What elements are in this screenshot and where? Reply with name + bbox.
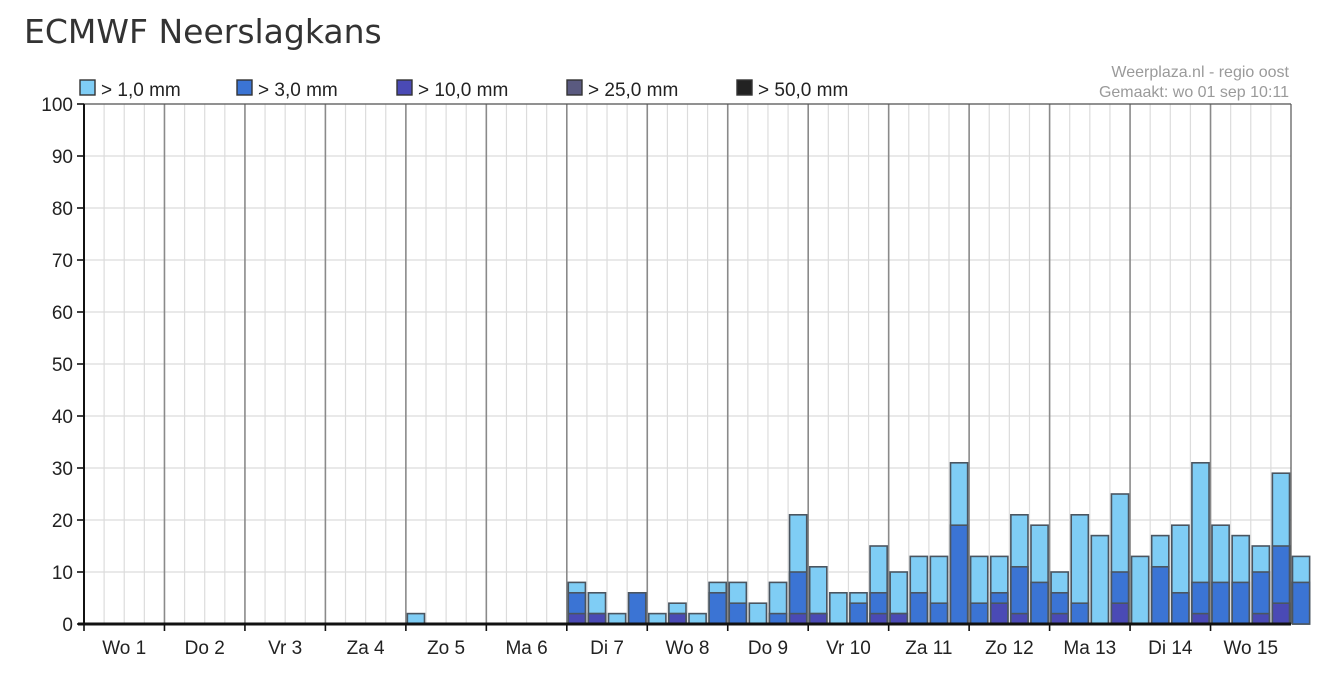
grid [84,103,1291,624]
x-tick-label: Wo 8 [665,638,709,659]
y-tick-label: 20 [52,511,73,532]
x-tick-label: Ma 13 [1063,638,1116,659]
bar-1 [1130,555,1150,625]
bar-2 [1231,581,1251,625]
bar-1 [748,602,768,625]
x-tick-label: Zo 12 [985,638,1034,659]
x-tick-label: Vr 3 [268,638,302,659]
bar-1 [406,612,426,625]
x-tick-label: Do 9 [748,638,788,659]
legend-swatch [79,79,96,96]
bar-2 [627,591,647,625]
bar-1 [688,612,707,625]
bar-3 [1010,612,1029,625]
y-tick-label: 10 [52,563,73,584]
y-tick-label: 30 [52,459,73,480]
y-tick-label: 70 [52,251,73,272]
bar-2 [1070,602,1090,625]
bar-1 [1090,534,1110,625]
bar-2 [909,591,929,625]
axes: 0 10 20 30 40 50 60 70 80 90 100 Wo 1 Do 2 Vr 3 Za 4 Zo… [41,95,1292,659]
bar-1 [829,591,848,625]
bar-3 [1251,612,1271,625]
legend[interactable]: > 1,0 mm > 3,0 mm > 10,0 mm > 25,0 mm > 50,0… [79,79,848,101]
bar-3 [989,602,1009,625]
bar-3 [668,612,687,625]
x-tick-label: Za 4 [347,638,385,659]
bar-2 [929,602,949,625]
x-tick-label: Za 11 [905,638,952,659]
bar-3 [567,612,587,625]
bar-3 [869,612,888,625]
x-tick-label: Wo 15 [1223,638,1278,659]
bar-2 [708,591,728,625]
bar-1 [607,612,627,625]
page-title: ECMWF Neerslagkans [24,12,382,51]
y-tick-label: 80 [52,199,73,220]
bar-3 [1191,612,1210,625]
x-tick-label: Zo 5 [427,638,465,659]
x-tick-label: Di 14 [1148,638,1193,659]
x-tick-label: Di 7 [590,638,624,659]
y-tick-label: 60 [52,303,73,324]
bar-2 [1030,581,1049,625]
credit-source: Weerplaza.nl - regio oost [1111,64,1289,81]
bar-2 [1150,565,1170,625]
legend-swatch [736,79,753,96]
y-tick-label: 100 [41,95,73,116]
legend-label: > 25,0 mm [588,80,678,101]
y-tick-label: 90 [52,147,73,168]
x-tick-label: Ma 6 [505,638,547,659]
bar-3 [788,612,808,625]
legend-label: > 3,0 mm [258,80,338,101]
y-tick-label: 0 [62,615,73,636]
bar-2 [849,602,868,625]
legend-swatch [236,79,253,96]
bar-2 [1211,581,1230,625]
bar-2 [768,612,788,625]
y-tick-label: 40 [52,407,73,428]
bar-2 [1171,591,1190,625]
bar-3 [587,612,607,625]
bar-3 [889,612,909,625]
legend-swatch [396,79,413,96]
legend-label: > 1,0 mm [101,80,181,101]
bar-3 [1050,612,1070,625]
bar-1 [647,612,667,625]
bar-2 [1291,581,1311,625]
x-tick-label: Wo 1 [102,638,146,659]
x-tick-label: Vr 10 [826,638,871,659]
bars [406,461,1311,625]
legend-label: > 50,0 mm [758,80,848,101]
y-tick-label: 50 [52,355,73,376]
bar-2 [969,602,989,625]
credit-made: Gemaakt: wo 01 sep 10:11 [1099,84,1289,101]
bar-2 [949,524,969,625]
legend-swatch [566,79,583,96]
legend-label: > 10,0 mm [418,80,508,101]
bar-3 [1110,602,1130,625]
x-tick-label: Do 2 [185,638,225,659]
bar-3 [808,612,828,625]
bar-2 [728,602,748,625]
bar-3 [1271,602,1291,625]
